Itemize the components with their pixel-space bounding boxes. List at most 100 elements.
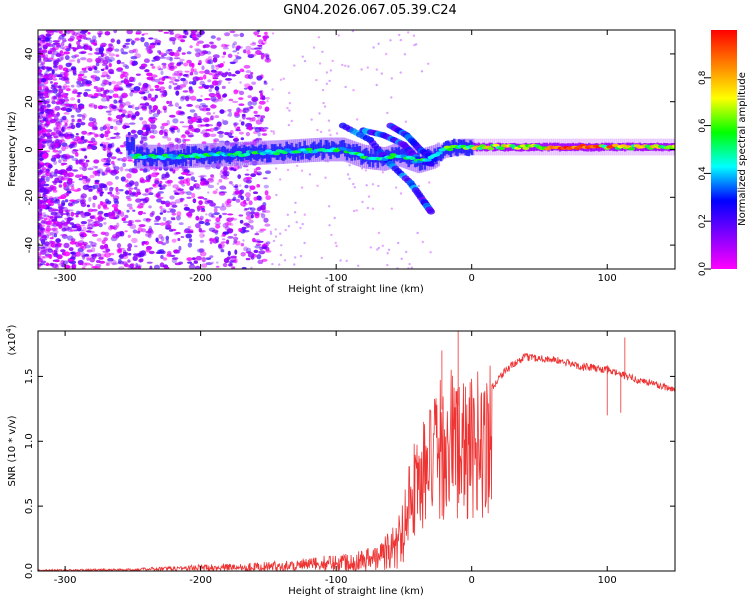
heatmap-cell bbox=[76, 31, 83, 35]
heatmap-cell bbox=[124, 168, 130, 172]
heatmap-cell bbox=[212, 98, 219, 103]
heatmap-cell bbox=[249, 117, 253, 122]
heatmap-cell bbox=[247, 54, 255, 59]
heatmap-cell bbox=[186, 212, 193, 217]
heatmap-cell bbox=[148, 192, 154, 196]
heatmap-cell bbox=[134, 111, 140, 117]
heatmap-cell bbox=[84, 44, 90, 50]
heatmap-cell bbox=[192, 37, 200, 41]
heatmap-cell bbox=[156, 109, 161, 115]
heatmap-cell bbox=[55, 42, 61, 47]
heatmap-cell bbox=[159, 212, 163, 215]
spectrogram-x-label: Height of straight line (km) bbox=[288, 284, 424, 295]
heatmap-cell bbox=[275, 167, 278, 170]
heatmap-cell bbox=[57, 206, 65, 210]
heatmap-cell bbox=[38, 144, 41, 149]
heatmap-cell bbox=[134, 193, 139, 198]
heatmap-cell bbox=[38, 169, 43, 175]
heatmap-cell bbox=[103, 148, 107, 151]
heatmap-cell bbox=[38, 101, 41, 106]
heatmap-cell bbox=[46, 67, 53, 72]
heatmap-cell bbox=[248, 212, 251, 215]
heatmap-cell bbox=[73, 149, 79, 152]
heatmap-cell bbox=[231, 43, 235, 49]
heatmap-cell bbox=[38, 101, 44, 107]
heatmap-cell bbox=[214, 231, 219, 235]
heatmap-cell bbox=[67, 178, 73, 182]
heatmap-cell bbox=[132, 255, 138, 261]
heatmap-cell bbox=[101, 145, 106, 151]
heatmap-cell bbox=[157, 50, 161, 54]
heatmap-cell bbox=[260, 115, 266, 119]
snr-x-label: Height of straight line (km) bbox=[288, 586, 424, 597]
heatmap-cell bbox=[60, 176, 66, 182]
heatmap-cell bbox=[55, 130, 62, 135]
heatmap-cell bbox=[271, 32, 275, 35]
heatmap-cell bbox=[85, 80, 92, 85]
heatmap-cell bbox=[86, 255, 92, 260]
heatmap-cell bbox=[121, 109, 127, 114]
heatmap-cell bbox=[190, 67, 195, 73]
heatmap-cell bbox=[131, 168, 138, 174]
heatmap-cell bbox=[83, 91, 88, 97]
heatmap-cell bbox=[243, 205, 246, 208]
heatmap-cell bbox=[267, 148, 271, 162]
heatmap-cell bbox=[126, 173, 132, 179]
heatmap-cell bbox=[325, 71, 329, 74]
heatmap-cell bbox=[230, 255, 238, 259]
heatmap-cell bbox=[240, 137, 244, 141]
heatmap-cell bbox=[209, 151, 212, 165]
heatmap-cell bbox=[108, 95, 113, 99]
heatmap-cell bbox=[139, 103, 146, 106]
heatmap-cell bbox=[96, 237, 102, 242]
heatmap-cell bbox=[189, 109, 196, 113]
heatmap-cell bbox=[47, 164, 53, 169]
heatmap-cell bbox=[165, 203, 170, 208]
heatmap-cell bbox=[234, 190, 241, 195]
heatmap-cell bbox=[330, 233, 333, 237]
heatmap-cell bbox=[99, 245, 105, 250]
heatmap-cell bbox=[46, 220, 52, 225]
heatmap-cell bbox=[611, 143, 619, 147]
heatmap-cell bbox=[328, 79, 331, 83]
heatmap-cell bbox=[120, 113, 126, 118]
heatmap-cell bbox=[40, 61, 46, 65]
heatmap-cell bbox=[199, 108, 205, 111]
heatmap-cell bbox=[221, 238, 226, 241]
heatmap-cell bbox=[184, 70, 190, 73]
heatmap-cell bbox=[187, 242, 193, 248]
heatmap-cell bbox=[232, 191, 236, 194]
heatmap-cell bbox=[310, 118, 313, 121]
heatmap-cell bbox=[300, 169, 304, 172]
heatmap-cell bbox=[308, 146, 311, 161]
heatmap-cell bbox=[40, 252, 47, 255]
heatmap-cell bbox=[243, 64, 251, 69]
heatmap-cell bbox=[243, 165, 249, 168]
heatmap-cell bbox=[246, 49, 251, 56]
heatmap-cell bbox=[53, 160, 57, 165]
heatmap-cell bbox=[130, 129, 136, 134]
heatmap-cell bbox=[43, 196, 48, 202]
heatmap-cell bbox=[71, 118, 75, 123]
heatmap-cell bbox=[168, 252, 172, 255]
heatmap-cell bbox=[79, 166, 83, 170]
heatmap-cell bbox=[205, 213, 208, 216]
heatmap-cell bbox=[377, 231, 381, 235]
heatmap-cell bbox=[38, 246, 46, 249]
heatmap-cell bbox=[40, 78, 47, 83]
heatmap-cell bbox=[257, 259, 264, 265]
heatmap-cell bbox=[369, 246, 372, 249]
heatmap-cell bbox=[103, 90, 107, 95]
heatmap-cell bbox=[103, 207, 110, 210]
heatmap-cell bbox=[225, 239, 230, 245]
heatmap-cell bbox=[519, 144, 527, 148]
heatmap-cell bbox=[219, 205, 227, 211]
heatmap-cell bbox=[211, 103, 215, 107]
heatmap-cell bbox=[244, 208, 249, 211]
heatmap-cell bbox=[113, 208, 119, 212]
heatmap-cell bbox=[123, 252, 128, 257]
heatmap-cell bbox=[208, 212, 214, 218]
heatmap-cell bbox=[65, 47, 71, 52]
heatmap-cell bbox=[347, 65, 350, 68]
heatmap-cell bbox=[218, 243, 221, 246]
